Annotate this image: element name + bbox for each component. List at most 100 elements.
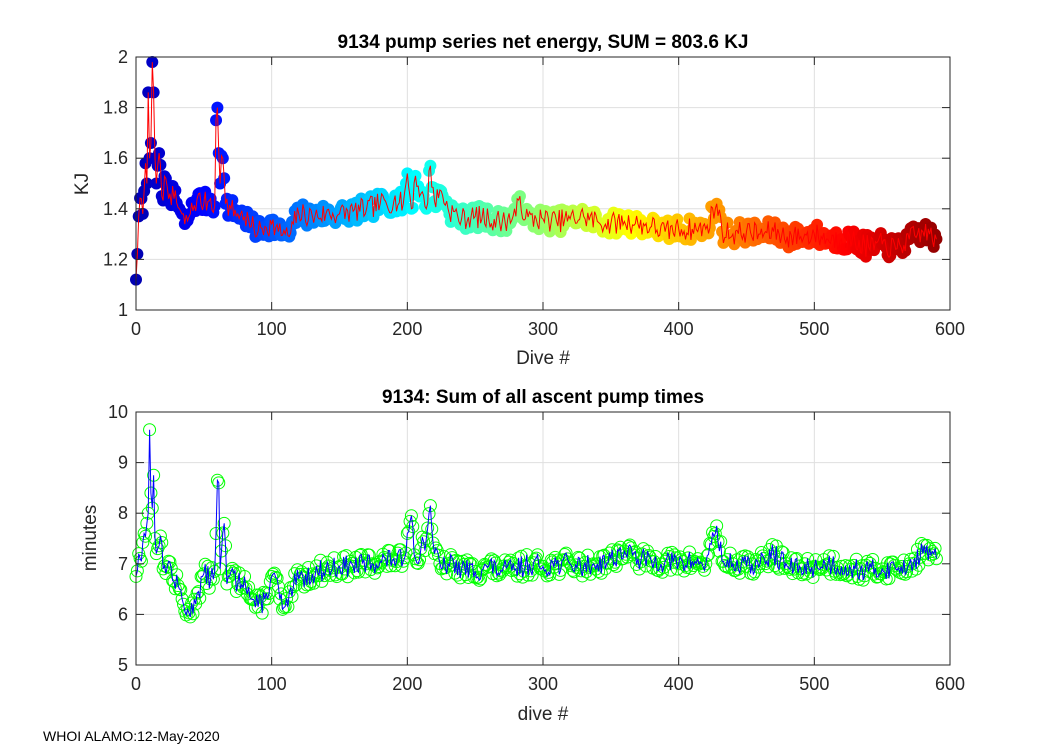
pump-time-line — [135, 429, 937, 618]
energy-y-axis-label: KJ — [72, 173, 93, 195]
pump-time-marker — [929, 552, 943, 566]
energy-y-tick-label: 2 — [118, 47, 128, 67]
pump-time-marker — [277, 601, 291, 615]
energy-x-tick-label: 0 — [131, 319, 141, 339]
pump-time-marker — [404, 509, 418, 523]
pump-time-marker — [153, 529, 167, 543]
pump-time-marker — [351, 565, 365, 579]
pump-time-marker — [826, 549, 840, 563]
pump-time-marker — [417, 535, 431, 549]
pump-time-marker — [138, 529, 152, 543]
energy-y-tick-label: 1.8 — [103, 98, 128, 118]
pump-time-marker — [487, 554, 501, 568]
pump-time-marker — [152, 539, 166, 553]
pump-time-marker — [429, 541, 443, 555]
pump-time-marker — [187, 592, 201, 606]
pump-time-marker — [185, 596, 199, 610]
pump-time-marker — [174, 583, 188, 597]
pump-time-marker — [483, 554, 497, 568]
pump-time-marker — [269, 570, 283, 584]
pump-time-marker — [908, 551, 922, 565]
energy-marker — [146, 56, 159, 69]
pump-time-x-tick-label: 600 — [935, 674, 965, 694]
pump-time-chart-title: 9134: Sum of all ascent pump times — [382, 387, 704, 408]
pump-time-marker — [472, 573, 486, 587]
pump-time-marker — [928, 541, 942, 555]
pump-time-marker — [866, 553, 880, 567]
pump-time-y-tick-label: 7 — [118, 554, 128, 574]
pump-time-marker — [398, 551, 412, 565]
pump-time-x-tick-label: 0 — [131, 674, 141, 694]
pump-time-marker — [379, 552, 393, 566]
pump-time-marker — [623, 538, 637, 552]
pump-time-y-tick-label: 9 — [118, 453, 128, 473]
pump-time-marker — [451, 568, 465, 582]
pump-time-marker — [474, 572, 488, 586]
energy-x-tick-label: 500 — [799, 319, 829, 339]
pump-time-marker — [592, 564, 606, 578]
pump-time-marker — [440, 567, 454, 581]
pump-time-marker — [464, 558, 478, 572]
energy-axes: 0 100 200 300 400 500 600 1 1.2 1.4 1.6 1.8 2 9134 p… — [72, 32, 965, 369]
pump-time-series — [129, 423, 943, 624]
pump-time-marker — [700, 549, 714, 563]
pump-time-marker — [900, 565, 914, 579]
pump-time-marker — [525, 568, 539, 582]
pump-time-y-tick-label: 5 — [118, 655, 128, 675]
energy-x-tick-label: 200 — [392, 319, 422, 339]
pump-time-marker — [183, 610, 197, 624]
pump-time-marker — [575, 569, 589, 583]
pump-time-marker — [133, 551, 147, 565]
pump-time-marker — [402, 525, 416, 539]
pump-time-marker — [383, 544, 397, 558]
pump-time-y-axis-label: minutes — [80, 505, 101, 572]
pump-time-marker — [598, 562, 612, 576]
pump-time-y-tick-label: 8 — [118, 503, 128, 523]
pump-time-marker — [280, 592, 294, 606]
pump-time-marker — [583, 567, 597, 581]
pump-time-marker — [733, 566, 747, 580]
energy-x-tick-label: 300 — [528, 319, 558, 339]
pump-time-marker — [750, 554, 764, 568]
pump-time-y-tick-label: 10 — [108, 402, 128, 422]
pump-time-marker — [697, 563, 711, 577]
pump-time-marker — [801, 551, 815, 565]
footer-credit: WHOI ALAMO:12-May-2020 — [43, 728, 220, 744]
pump-time-marker — [723, 546, 737, 560]
pump-time-marker — [632, 562, 646, 576]
pump-time-marker — [636, 542, 650, 556]
pump-time-x-axis-label: dive # — [518, 704, 569, 725]
energy-y-tick-label: 1.2 — [103, 249, 128, 269]
pump-time-marker — [677, 564, 691, 578]
pump-time-marker — [163, 555, 177, 569]
pump-time-marker — [422, 507, 436, 521]
pump-time-marker — [563, 557, 577, 571]
energy-y-tick-label: 1.6 — [103, 148, 128, 168]
pump-time-marker — [331, 560, 345, 574]
pump-time-marker — [484, 552, 498, 566]
pump-time-marker — [265, 569, 279, 583]
energy-x-tick-label: 400 — [664, 319, 694, 339]
pump-time-ticks: 0 100 200 300 400 500 600 5 6 7 8 9 10 — [108, 402, 965, 694]
pump-time-y-tick-label: 6 — [118, 604, 128, 624]
pump-time-marker — [137, 526, 151, 540]
pump-time-axes: 0 100 200 300 400 500 600 5 6 7 8 9 10 9134: Sum of … — [80, 387, 965, 725]
pump-time-x-tick-label: 300 — [528, 674, 558, 694]
energy-x-axis-label: Dive # — [516, 348, 570, 369]
pump-time-marker — [285, 589, 299, 603]
pump-time-marker — [688, 555, 702, 569]
energy-series — [130, 56, 943, 286]
pump-time-marker — [543, 568, 557, 582]
pump-time-marker — [168, 582, 182, 596]
energy-ticks: 0 100 200 300 400 500 600 1 1.2 1.4 1.6 1.8 2 — [103, 47, 965, 339]
pump-time-marker — [710, 519, 724, 533]
pump-time-marker — [539, 563, 553, 577]
pump-time-marker — [140, 516, 154, 530]
pump-time-marker — [707, 529, 721, 543]
pump-time-x-tick-label: 500 — [799, 674, 829, 694]
pump-time-marker — [266, 567, 280, 581]
pump-time-marker — [358, 565, 372, 579]
energy-x-tick-label: 100 — [257, 319, 287, 339]
energy-x-tick-label: 600 — [935, 319, 965, 339]
